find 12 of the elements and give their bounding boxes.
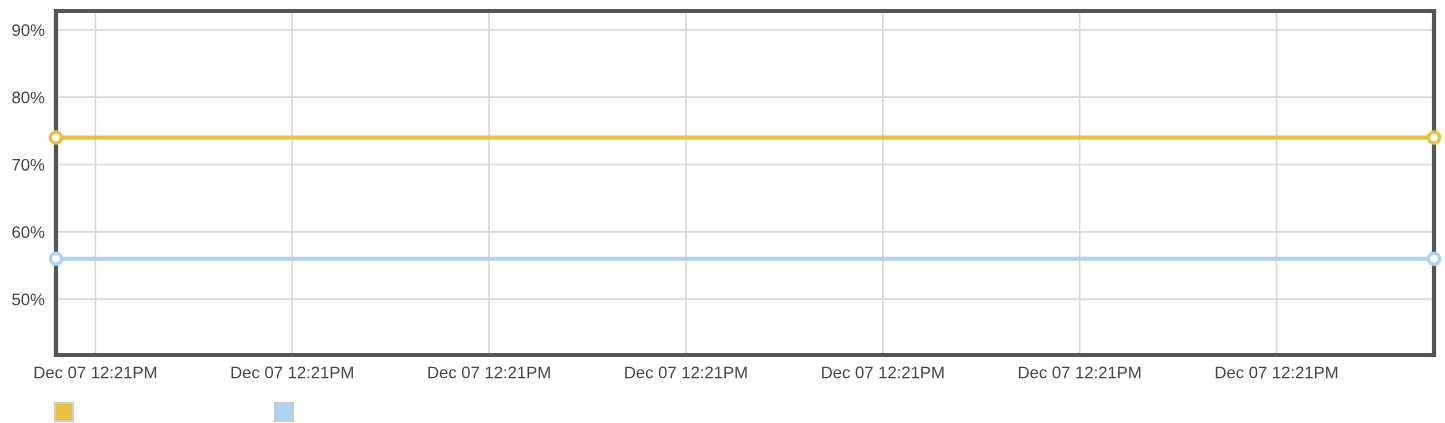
y-tick-label: 70% (12, 158, 45, 171)
x-tick-label: Dec 07 12:21PM (1215, 366, 1338, 379)
x-tick-label: Dec 07 12:21PM (428, 366, 550, 379)
y-tick-label: 60% (12, 226, 45, 239)
x-tick-label: Dec 07 12:21PM (822, 366, 944, 379)
y-tick-label: 90% (12, 24, 45, 37)
y-tick-label: 80% (12, 91, 45, 104)
x-tick-label: Dec 07 12:21PM (1018, 366, 1141, 379)
x-tick-label: Dec 07 12:21PM (625, 366, 747, 379)
x-tick-label: Dec 07 12:21PM (231, 366, 353, 379)
x-tick-label: Dec 07 12:21PM (34, 366, 157, 379)
y-tick-label: 50% (12, 293, 45, 306)
